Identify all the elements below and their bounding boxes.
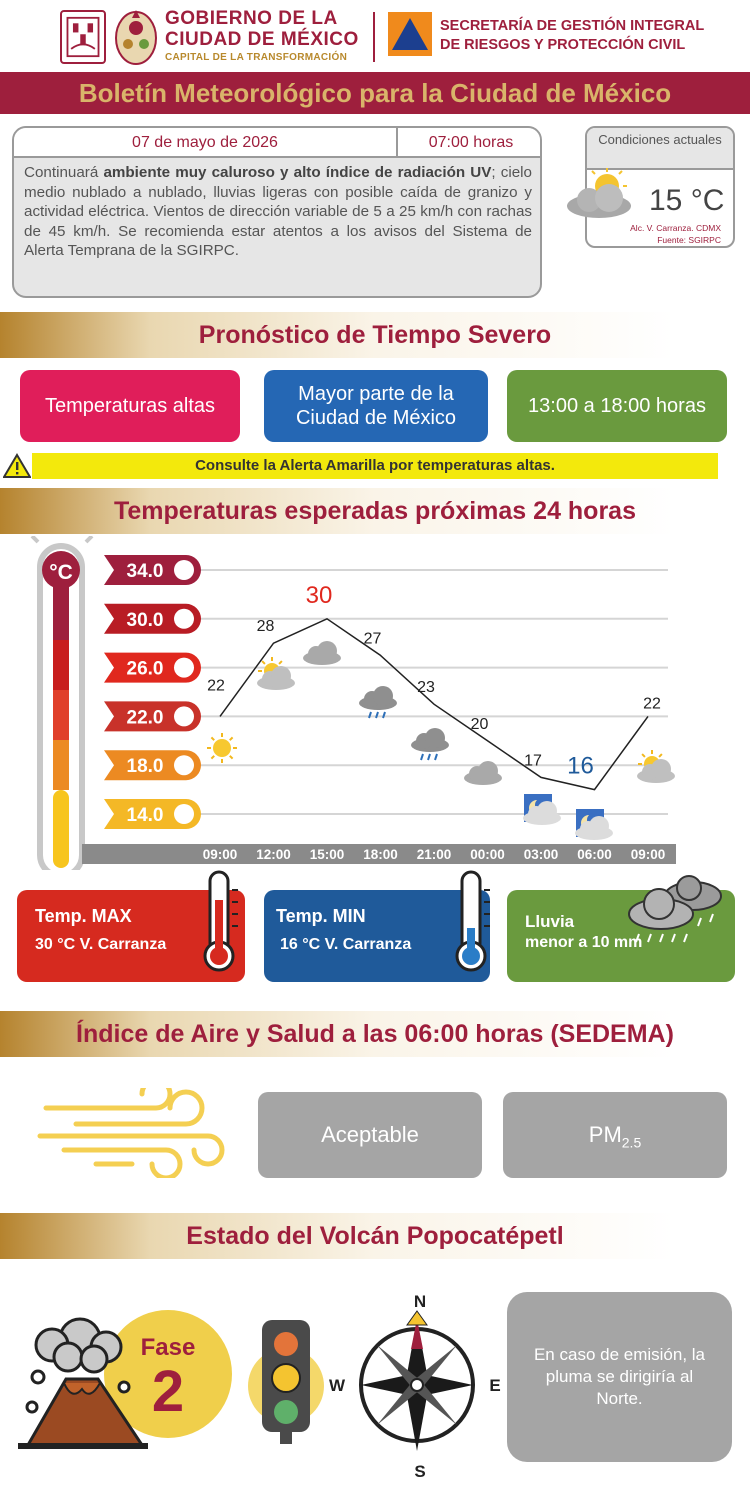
- volcano-icon: [8, 1305, 158, 1455]
- compass-east: E: [489, 1376, 500, 1395]
- y-tick-text: 34.0: [127, 561, 164, 582]
- moon-icon: [575, 809, 613, 840]
- temperature-line: [219, 617, 649, 791]
- bulletin-box: 07 de mayo de 2026 07:00 horas Continuar…: [12, 126, 542, 298]
- cloud-icon: [464, 761, 502, 785]
- y-tick-label: 26.0: [104, 652, 201, 683]
- pollutant-pill: PM2.5: [503, 1092, 727, 1178]
- rain-title: Lluvia: [525, 912, 575, 931]
- temperature-chart: °C 34.0 30.0 26.0 22.0 18.0 14.0 09:00 12:00 15…: [30, 536, 676, 870]
- warning-icon: [2, 453, 32, 479]
- x-tick-label: 21:00: [417, 847, 452, 862]
- air-quality-heading: Índice de Aire y Salud a las 06:00 horas…: [0, 1011, 750, 1057]
- page-title: Boletín Meteorológico para la Ciudad de …: [0, 72, 750, 114]
- y-tick-text: 22.0: [127, 707, 164, 728]
- hot-thermometer-icon: [202, 870, 242, 974]
- emblem-icon: [115, 10, 157, 65]
- data-label: 23: [417, 679, 435, 696]
- rain-cloud-icon: [625, 872, 725, 952]
- sgirpc-logo: [388, 12, 432, 56]
- data-label: 20: [471, 716, 489, 733]
- min-temp-card: Temp. MIN 16 °C V. Carranza: [264, 890, 490, 982]
- moon-icon: [523, 794, 561, 825]
- min-temp-title: Temp. MIN: [276, 906, 366, 926]
- y-tick-label: 14.0: [104, 799, 201, 829]
- max-temp-title: Temp. MAX: [35, 906, 132, 926]
- x-tick-label: 06:00: [577, 847, 612, 862]
- y-tick-text: 14.0: [127, 805, 164, 826]
- cold-thermometer-icon: [450, 870, 494, 974]
- government-tagline: CAPITAL DE LA TRANSFORMACIÓN: [165, 52, 348, 63]
- government-name: GOBIERNO DE LA CIUDAD DE MÉXICO: [165, 8, 359, 50]
- area-pill: Mayor parte de la Ciudad de México: [264, 370, 488, 442]
- bulletin-text: Continuará ambiente muy caluroso y alto …: [24, 164, 532, 259]
- sun-icon: [207, 733, 237, 763]
- alert-banner: Consulte la Alerta Amarilla por temperat…: [32, 453, 718, 479]
- x-tick-label: 15:00: [310, 847, 345, 862]
- x-tick-label: 18:00: [363, 847, 398, 862]
- x-tick-label: 12:00: [256, 847, 291, 862]
- y-tick-text: 18.0: [127, 756, 164, 777]
- shield-icon: [66, 16, 100, 58]
- x-tick-label: 09:00: [631, 847, 666, 862]
- bulletin-time: 07:00 horas: [398, 128, 540, 158]
- cdmx-shield-logo: [60, 10, 106, 64]
- x-tick-label: 00:00: [470, 847, 505, 862]
- data-label: 22: [643, 695, 661, 712]
- compass-north: N: [414, 1292, 426, 1311]
- data-label: 17: [524, 752, 542, 769]
- header-divider: [373, 12, 375, 62]
- data-label: 16: [567, 753, 594, 780]
- y-tick-text: 26.0: [127, 659, 164, 680]
- thermometer-icon: [30, 536, 94, 870]
- wind-icon: [36, 1077, 226, 1181]
- sun-cloud-icon: [637, 750, 675, 783]
- volcano-phase-badge: Fase 2: [104, 1310, 232, 1438]
- sun-cloud-icon: [257, 657, 295, 690]
- max-temp-card: Temp. MAX 30 °C V. Carranza: [17, 890, 245, 982]
- compass-south: S: [414, 1462, 425, 1480]
- traffic-light-icon: [244, 1318, 324, 1446]
- temperatures-heading: Temperaturas esperadas próximas 24 horas: [0, 488, 750, 534]
- civil-protection-icon: [388, 12, 432, 56]
- data-label: 22: [207, 677, 225, 694]
- volcano-heading: Estado del Volcán Popocatépetl: [0, 1213, 750, 1259]
- hours-pill: 13:00 a 18:00 horas: [507, 370, 727, 442]
- y-tick-label: 22.0: [104, 701, 202, 732]
- secretariat-name: SECRETARÍA DE GESTIÓN INTEGRAL DE RIESGO…: [440, 18, 705, 53]
- phenomenon-pill: Temperaturas altas: [20, 370, 240, 442]
- bulletin-date: 07 de mayo de 2026: [14, 128, 398, 158]
- data-label: 27: [364, 630, 382, 647]
- y-tick-label: 34.0: [104, 555, 201, 585]
- x-tick-label: 09:00: [203, 847, 238, 862]
- cloud-icon: [303, 641, 341, 665]
- rain-value: menor a 10 mm: [525, 934, 643, 951]
- government-emblem-logo: [112, 4, 160, 66]
- compass-icon: N S E W: [325, 1285, 505, 1481]
- data-label: 30: [306, 582, 333, 609]
- x-axis-bar: [82, 844, 676, 864]
- emission-direction-box: En caso de emisión, la pluma se dirigirí…: [507, 1292, 732, 1462]
- rain-cloud-icon: [411, 728, 449, 761]
- current-conditions-title: Condiciones actuales: [587, 128, 733, 170]
- rain-cloud-icon: [359, 686, 397, 719]
- max-temp-value: 30 °C V. Carranza: [35, 936, 167, 953]
- y-tick-text: 30.0: [127, 610, 164, 631]
- data-label: 28: [257, 618, 275, 635]
- current-temperature: 15 °C: [649, 184, 725, 217]
- x-tick-label: 03:00: [524, 847, 559, 862]
- air-quality-pill: Aceptable: [258, 1092, 482, 1178]
- min-temp-value: 16 °C V. Carranza: [280, 936, 412, 953]
- phase-number: 2: [151, 1359, 185, 1424]
- y-tick-label: 30.0: [104, 603, 202, 634]
- y-tick-label: 18.0: [104, 750, 202, 781]
- compass-west: W: [329, 1376, 346, 1395]
- celsius-symbol: °C: [49, 561, 73, 584]
- severe-weather-heading: Pronóstico de Tiempo Severo: [0, 312, 750, 358]
- current-conditions-source: Alc. V. Carranza. CDMX Fuente: SGIRPC: [630, 223, 721, 245]
- phase-label: Fase: [140, 1334, 196, 1361]
- sun-cloud-icon: [565, 168, 645, 224]
